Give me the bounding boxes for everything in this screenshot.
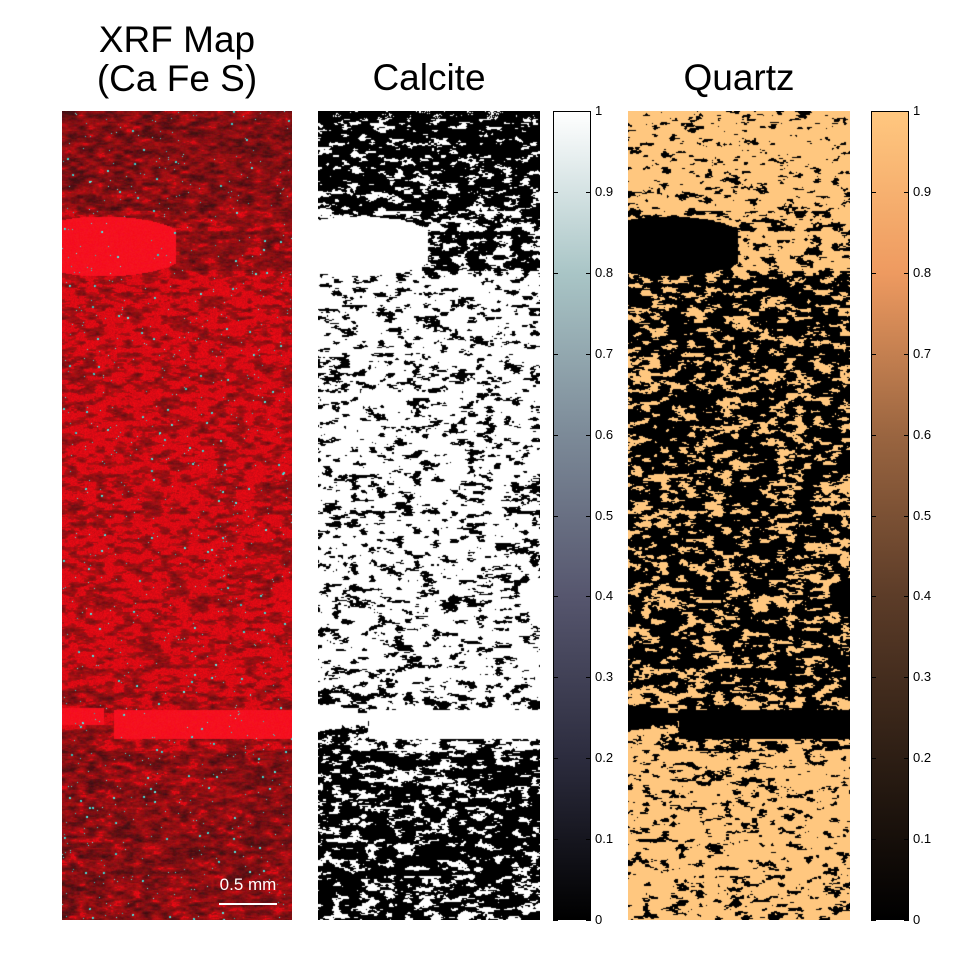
calcite-colorbar-tick-label: 0.4 — [595, 588, 614, 603]
scale-bar — [219, 903, 277, 905]
calcite-colorbar-tick-label: 0.3 — [595, 669, 614, 684]
calcite-colorbar-tick-label: 0.2 — [595, 750, 614, 765]
calcite-colorbar-tick-label: 1 — [595, 103, 603, 118]
xrf-map-title-line2: (Ca Fe S) — [96, 58, 258, 99]
calcite-map-image — [318, 111, 540, 920]
calcite-title: Calcite — [372, 57, 486, 98]
calcite-map-canvas — [318, 111, 540, 920]
xrf-map-canvas — [62, 111, 292, 920]
xrf-map-title-line1: XRF Map — [98, 19, 256, 60]
quartz-colorbar-tick-label: 0.3 — [913, 669, 932, 684]
calcite-colorbar — [553, 111, 591, 920]
quartz-map-image — [628, 111, 850, 920]
quartz-colorbar-tick-label: 0.5 — [913, 508, 932, 523]
quartz-colorbar-tick-label: 0.1 — [913, 831, 932, 846]
calcite-colorbar-tick-label: 0.5 — [595, 508, 614, 523]
quartz-colorbar — [871, 111, 909, 920]
xrf-map-image — [62, 111, 292, 920]
quartz-colorbar-tick-label: 0 — [913, 912, 921, 927]
calcite-colorbar-tick-label: 0.1 — [595, 831, 614, 846]
quartz-title: Quartz — [683, 57, 795, 98]
scale-bar-label: 0.5 mm — [219, 875, 277, 894]
quartz-colorbar-tick-label: 0.2 — [913, 750, 932, 765]
xrf-map-title: XRF Map (Ca Fe S) — [62, 20, 292, 98]
quartz-colorbar-tick-label: 0.7 — [913, 346, 932, 361]
quartz-map-canvas — [628, 111, 850, 920]
calcite-colorbar-tick-label: 0.9 — [595, 184, 614, 199]
quartz-colorbar-tick-label: 1 — [913, 103, 921, 118]
quartz-colorbar-tick-label: 0.6 — [913, 427, 932, 442]
quartz-colorbar-tick-label: 0.4 — [913, 588, 932, 603]
calcite-colorbar-tick-label: 0.6 — [595, 427, 614, 442]
quartz-colorbar-tick-label: 0.8 — [913, 265, 932, 280]
calcite-colorbar-tick-label: 0.7 — [595, 346, 614, 361]
calcite-colorbar-tick-label: 0.8 — [595, 265, 614, 280]
quartz-colorbar-tick-label: 0.9 — [913, 184, 932, 199]
calcite-colorbar-tick-label: 0 — [595, 912, 603, 927]
